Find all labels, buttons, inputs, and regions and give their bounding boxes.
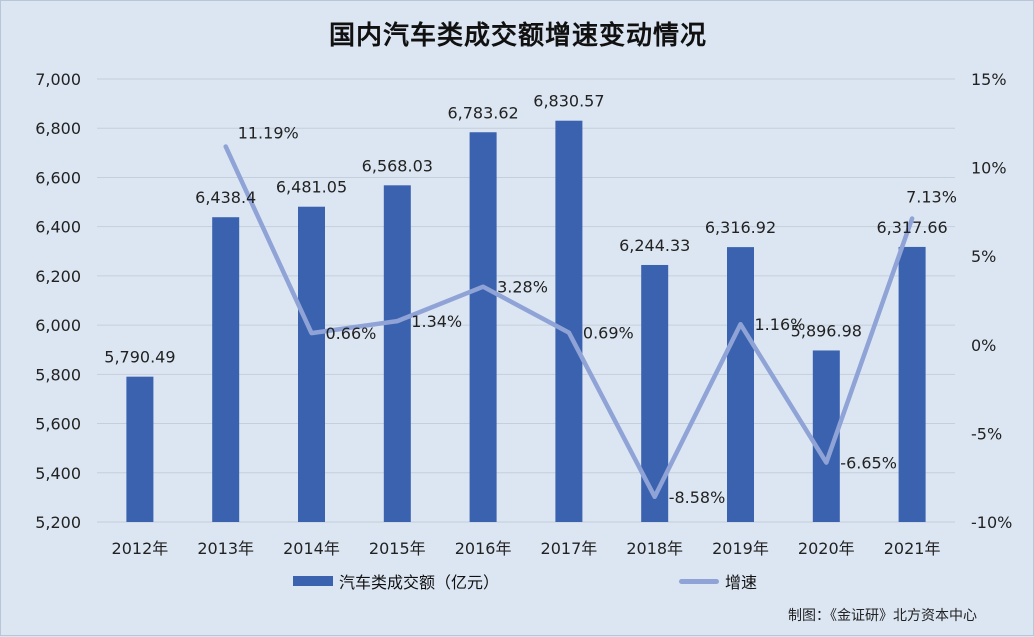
- y-left-tick-label: 6,800: [35, 119, 81, 138]
- legend-bar-label: 汽车类成交额（亿元）: [339, 573, 500, 592]
- legend-item-line: 增速: [679, 569, 757, 593]
- bar: [212, 217, 240, 522]
- legend-line-label: 增速: [725, 573, 758, 592]
- y-left-tick-label: 6,400: [35, 218, 81, 237]
- y-left-tick-label: 7,000: [35, 70, 81, 89]
- y-right-tick-label: 0%: [971, 336, 996, 355]
- legend-item-bar: 汽车类成交额（亿元）: [293, 569, 499, 593]
- x-tick-label: 2021年: [884, 539, 941, 558]
- y-right-tick-label: -10%: [971, 513, 1012, 532]
- legend-line-swatch: [679, 578, 719, 584]
- bar-data-label: 6,830.57: [533, 92, 604, 111]
- x-tick-label: 2017年: [541, 539, 598, 558]
- x-tick-label: 2013年: [197, 539, 254, 558]
- line-data-label: 1.16%: [755, 315, 806, 334]
- bar: [727, 247, 754, 522]
- line-data-label: -8.58%: [669, 488, 726, 507]
- bar-data-label: 6,783.62: [447, 103, 518, 122]
- line-data-label: 7.13%: [906, 187, 957, 206]
- line-data-label: -6.65%: [840, 454, 897, 473]
- y-left-tick-label: 5,400: [35, 464, 81, 483]
- bar-data-label: 6,244.33: [619, 236, 690, 255]
- x-tick-label: 2016年: [455, 539, 512, 558]
- y-left-tick-label: 5,600: [35, 415, 81, 434]
- legend: 汽车类成交额（亿元） 增速: [1, 569, 1034, 593]
- chart-title: 国内汽车类成交额增速变动情况: [328, 21, 707, 51]
- y-left-tick-label: 5,200: [35, 513, 81, 532]
- line-data-label: 1.34%: [411, 312, 462, 331]
- bar: [126, 376, 154, 522]
- bar: [383, 185, 411, 522]
- line-data-label: 3.28%: [497, 278, 548, 297]
- line-data-label: 0.66%: [326, 324, 377, 343]
- x-tick-label: 2020年: [798, 539, 855, 558]
- x-tick-label: 2012年: [112, 539, 169, 558]
- bar-data-label: 6,316.92: [705, 218, 776, 237]
- series-line-growth: [223, 144, 915, 500]
- line-data-label: 0.69%: [583, 324, 634, 343]
- line-data-label: 11.19%: [238, 124, 299, 143]
- bar: [898, 246, 926, 522]
- y-left-tick-label: 6,000: [35, 316, 81, 335]
- y-right-tick-label: 5%: [971, 247, 996, 266]
- bar: [298, 206, 325, 522]
- y-left-tick-label: 6,200: [35, 267, 81, 286]
- x-tick-label: 2018年: [626, 539, 683, 558]
- y-right-tick-label: 10%: [971, 159, 1007, 178]
- legend-bar-swatch: [293, 576, 333, 586]
- bar-data-label: 5,896.98: [791, 321, 862, 340]
- bar-data-label: 6,481.05: [276, 178, 347, 197]
- bar-data-label: 6,317.66: [876, 218, 947, 237]
- source-note: 制图：《金证研》北方资本中心: [788, 608, 977, 624]
- y-right-tick-label: 15%: [971, 70, 1007, 89]
- y-right-tick-label: -5%: [971, 424, 1002, 443]
- bar: [555, 120, 583, 522]
- y-left-tick-label: 5,800: [35, 365, 81, 384]
- bar-data-label: 5,790.49: [104, 348, 175, 367]
- y-left-tick-label: 6,600: [35, 168, 81, 187]
- x-tick-label: 2019年: [712, 539, 769, 558]
- x-tick-label: 2015年: [369, 539, 426, 558]
- x-tick-label: 2014年: [283, 539, 340, 558]
- bar-data-label: 6,438.4: [195, 188, 256, 207]
- bar-data-label: 6,568.03: [362, 156, 433, 175]
- bar: [469, 132, 497, 522]
